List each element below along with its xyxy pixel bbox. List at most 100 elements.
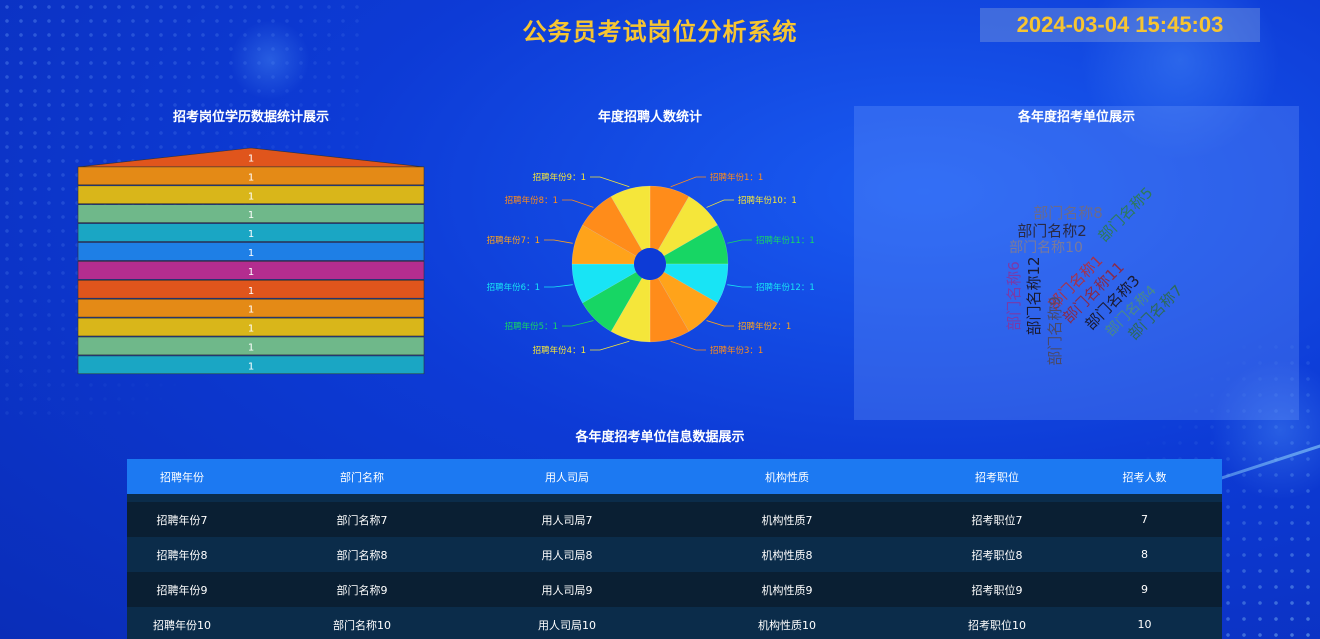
yearly-pie-chart: 招聘年份1：1 招聘年份10：1 招聘年份11：1 招聘年份12：1 招聘年份2：1 招聘… <box>487 172 815 356</box>
cell-position: 招考职位7 <box>971 513 1023 527</box>
cell-year: 招聘年份7 <box>156 513 208 527</box>
cell-bureau: 用人司局7 <box>541 513 593 527</box>
wordcloud-panel-title: 各年度招考单位展示 <box>1017 110 1135 125</box>
cell-position: 招考职位8 <box>971 548 1023 562</box>
table-panel-title: 各年度招考单位信息数据展示 <box>575 430 745 445</box>
cell-position: 招考职位10 <box>968 618 1026 632</box>
education-bar-label-3: 1 <box>248 191 254 202</box>
education-chart: 1 1 1 1 1 1 1 1 1 1 1 1 <box>77 147 425 375</box>
table-row[interactable]: 招聘年份10 部门名称10 用人司局10 机构性质10 招考职位10 10 <box>127 607 1222 639</box>
table-body: 招聘年份6部门名称6用人司局6机构性质6招考职位66招聘年份7部门名称7用人司局… <box>127 467 1222 639</box>
wordcloud-word-11[interactable]: 部门名称12 <box>1025 256 1043 335</box>
pie-leader-line-7 <box>590 340 630 351</box>
education-bar-8[interactable] <box>77 280 425 299</box>
background-glow-small <box>230 20 310 100</box>
column-header-year: 招聘年份 <box>160 470 204 484</box>
pie-label-9: 招聘年份6：1 <box>487 282 540 293</box>
pie-leader-line-2 <box>706 199 734 208</box>
education-bar-label-6: 1 <box>248 248 254 259</box>
pie-label-7: 招聘年份4：1 <box>533 345 586 356</box>
education-bar-label-4: 1 <box>248 210 254 221</box>
pie-center-hole <box>634 248 666 280</box>
column-header-position: 招考职位 <box>975 470 1019 484</box>
table-row[interactable]: 招聘年份9 部门名称9 用人司局9 机构性质9 招考职位9 9 <box>127 572 1222 607</box>
wordcloud-panel <box>854 106 1299 420</box>
cell-org-type: 机构性质10 <box>758 618 816 632</box>
wordcloud-word-4[interactable]: 部门名称5 <box>1095 184 1157 246</box>
wordcloud-word-3[interactable]: 部门名称10 <box>1009 240 1083 256</box>
pie-label-10: 招聘年份7：1 <box>487 235 540 246</box>
column-header-department: 部门名称 <box>340 470 384 484</box>
education-bar-label-11: 1 <box>248 342 254 353</box>
education-bar-label-8: 1 <box>248 286 254 297</box>
pie-leader-line-4 <box>727 284 752 288</box>
cell-bureau: 用人司局9 <box>541 583 593 597</box>
education-bar-3[interactable] <box>77 185 425 204</box>
education-bar-4[interactable] <box>77 204 425 223</box>
table-header: 招聘年份 部门名称 用人司局 机构性质 招考职位 招考人数 <box>127 459 1222 494</box>
pie-label-2: 招聘年份10：1 <box>738 195 797 206</box>
pie-label-8: 招聘年份5：1 <box>505 321 558 332</box>
data-table[interactable]: 招聘年份 部门名称 用人司局 机构性质 招考职位 招考人数 招聘年份6部门名称6… <box>127 459 1222 639</box>
table-row[interactable]: 招聘年份8 部门名称8 用人司局8 机构性质8 招考职位8 8 <box>127 537 1222 572</box>
wordcloud-word-1[interactable]: 部门名称8 <box>1033 204 1103 222</box>
pie-leader-line-9 <box>544 284 573 288</box>
cell-org-type: 机构性质9 <box>761 583 813 597</box>
education-bar-label-9: 1 <box>248 305 254 316</box>
education-bar-10[interactable] <box>77 317 425 337</box>
education-bar-2[interactable] <box>77 166 425 186</box>
pie-leader-line-1 <box>670 176 706 188</box>
pie-label-12: 招聘年份9：1 <box>533 172 586 183</box>
education-bar-label-12: 1 <box>248 361 254 372</box>
pie-label-3: 招聘年份11：1 <box>756 235 815 246</box>
cell-year: 招聘年份10 <box>153 618 211 632</box>
column-header-bureau: 用人司局 <box>545 470 589 484</box>
pie-label-4: 招聘年份12：1 <box>756 282 815 293</box>
pie-label-1: 招聘年份1：1 <box>710 172 763 183</box>
pie-leader-line-3 <box>727 239 752 244</box>
education-bar-label-5: 1 <box>248 229 254 240</box>
education-bar-7[interactable] <box>77 261 425 280</box>
pie-leader-line-11 <box>562 199 594 208</box>
education-panel-title: 招考岗位学历数据统计展示 <box>172 110 329 125</box>
pie-leader-line-6 <box>670 340 706 351</box>
page-title: 公务员考试岗位分析系统 <box>522 18 798 46</box>
pie-label-11: 招聘年份8：1 <box>505 195 558 206</box>
cell-bureau: 用人司局8 <box>541 548 593 562</box>
cell-department: 部门名称8 <box>336 548 388 562</box>
cell-department: 部门名称7 <box>336 513 388 527</box>
education-bar-11[interactable] <box>77 336 425 356</box>
column-header-org-type: 机构性质 <box>765 470 809 484</box>
education-bar-label-2: 1 <box>248 172 254 183</box>
cell-department: 部门名称9 <box>336 583 388 597</box>
table-row[interactable]: 招聘年份7 部门名称7 用人司局7 机构性质7 招考职位7 7 <box>127 502 1222 537</box>
education-bar-5[interactable] <box>77 223 425 242</box>
education-bar-label-1: 1 <box>248 153 254 164</box>
cell-count: 9 <box>1141 583 1148 596</box>
education-bar-9[interactable] <box>77 298 425 318</box>
wordcloud-word-10[interactable]: 部门名称6 <box>1005 261 1023 331</box>
column-header-count: 招考人数 <box>1122 470 1167 484</box>
background-glow <box>1080 0 1280 160</box>
cell-count: 7 <box>1141 513 1148 526</box>
cell-bureau: 用人司局10 <box>538 618 596 632</box>
cell-org-type: 机构性质8 <box>761 548 813 562</box>
education-bar-label-10: 1 <box>248 324 254 335</box>
cell-year: 招聘年份8 <box>156 548 208 562</box>
pie-leader-line-8 <box>562 320 594 327</box>
wordcloud-word-12[interactable]: 部门名称9 <box>1046 296 1064 366</box>
education-bar-label-7: 1 <box>248 267 254 278</box>
cell-department: 部门名称10 <box>333 618 391 632</box>
cell-count: 10 <box>1137 618 1152 631</box>
cell-count: 8 <box>1141 548 1148 561</box>
wordcloud: 部门名称8部门名称2部门名称10部门名称5部门名称1部门名称11部门名称3部门名… <box>1005 184 1186 366</box>
pie-leader-line-10 <box>544 239 573 244</box>
pie-leader-line-5 <box>706 320 734 327</box>
education-bar-6[interactable] <box>77 242 425 261</box>
cell-position: 招考职位9 <box>971 583 1023 597</box>
pie-label-6: 招聘年份3：1 <box>710 345 763 356</box>
wordcloud-word-2[interactable]: 部门名称2 <box>1017 222 1087 240</box>
pie-label-5: 招聘年份2：1 <box>738 321 791 332</box>
cell-org-type: 机构性质7 <box>761 513 813 527</box>
education-bar-12[interactable] <box>77 355 425 375</box>
